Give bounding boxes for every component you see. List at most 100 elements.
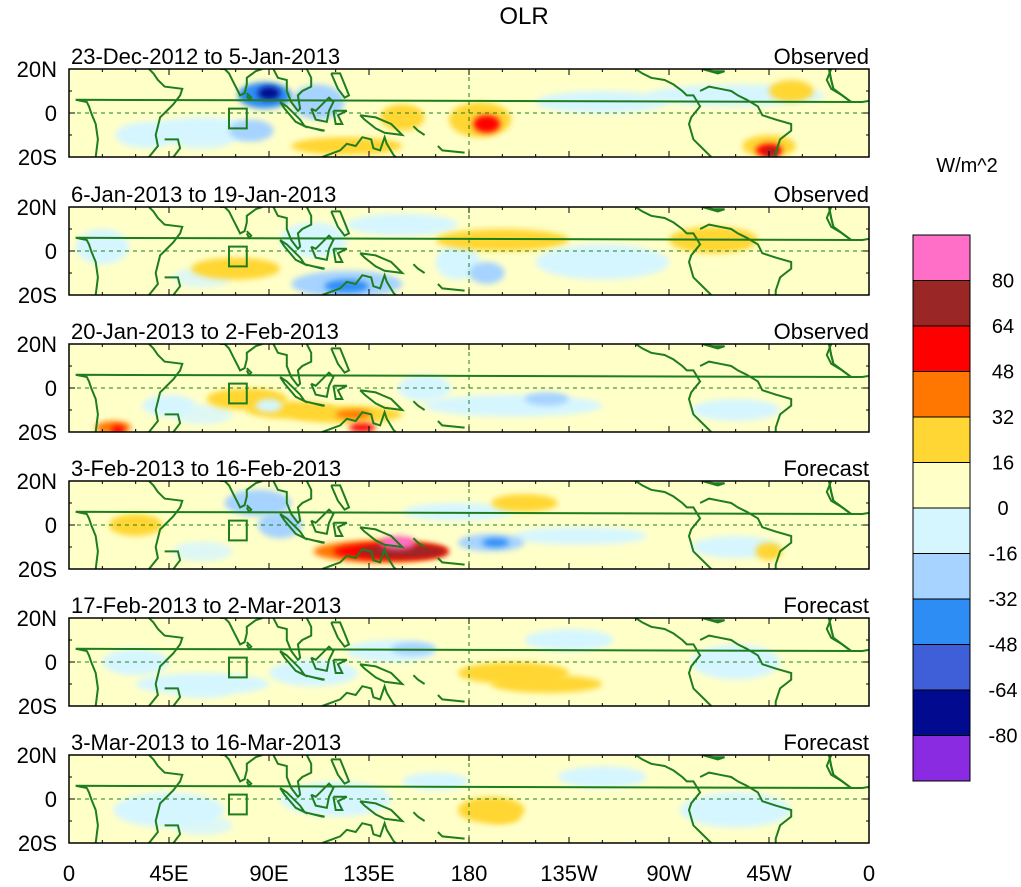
y-tick-label: 20S: [18, 557, 57, 582]
coastline: [699, 223, 793, 295]
coastline: [245, 641, 253, 651]
coastline: [164, 550, 182, 569]
anomaly-blob: [557, 766, 647, 788]
coastline: [412, 811, 426, 822]
coastline: [304, 537, 325, 544]
coastline: [359, 252, 406, 275]
anomaly-blob: [291, 137, 403, 155]
colorbar-label: -64: [989, 680, 1018, 702]
coastline: [635, 207, 712, 295]
coastline: [635, 69, 712, 157]
coastline: [245, 367, 253, 377]
coastline: [699, 634, 793, 706]
panel-kind: Forecast: [783, 593, 869, 618]
coastline: [828, 344, 869, 378]
coastline: [332, 658, 348, 674]
coastline: [412, 674, 426, 685]
anomaly-blob: [491, 675, 603, 693]
anomaly-blob: [111, 425, 125, 432]
colorbar-unit: W/m^2: [936, 155, 998, 177]
coastline: [412, 125, 426, 136]
coastlines: [75, 207, 869, 295]
coastline: [245, 230, 253, 240]
coastline: [321, 134, 397, 157]
x-tick-label: 135E: [343, 861, 394, 886]
panel-period: 6-Jan-2013 to 19-Jan-2013: [71, 182, 336, 207]
x-tick-label: 135W: [540, 861, 598, 886]
coastline: [272, 755, 313, 799]
coastlines: [75, 481, 869, 569]
y-tick-label: 20N: [17, 743, 57, 768]
coastline: [359, 800, 406, 823]
anomaly-blob: [75, 229, 129, 265]
coastline: [321, 546, 397, 569]
coastlines: [75, 755, 869, 843]
y-tick-label: 20S: [18, 145, 57, 170]
coastline: [310, 782, 335, 809]
coastline: [702, 618, 725, 624]
colorbar-swatch: [912, 689, 971, 736]
coastline: [828, 618, 869, 652]
anomaly-blob: [482, 538, 509, 547]
panel-2: 6-Jan-2013 to 19-Jan-2013 Observed 20N 0 20S: [17, 182, 870, 308]
coastline: [310, 96, 335, 123]
anomaly-blob: [535, 244, 669, 280]
x-tick-label: 90W: [646, 861, 691, 886]
panel-kind: Observed: [774, 319, 869, 344]
coastlines: [75, 69, 869, 157]
coastline: [635, 481, 712, 569]
coastline: [702, 755, 725, 761]
region-box: [228, 793, 248, 816]
anomaly-blob: [255, 399, 283, 413]
anomaly-blob: [524, 629, 614, 651]
anomaly-blob: [691, 399, 781, 421]
coastline: [310, 645, 335, 672]
region-box: [228, 107, 248, 130]
anomaly-blob: [349, 423, 376, 432]
coastline: [699, 497, 793, 569]
coastline: [359, 389, 406, 412]
y-tick-label: 20N: [17, 469, 57, 494]
anomaly-blob: [491, 494, 558, 512]
anomaly-blob: [380, 104, 425, 131]
coastline: [304, 674, 325, 681]
coastline: [330, 210, 351, 237]
coastline: [332, 384, 348, 400]
figure-title: OLR: [499, 3, 548, 30]
y-tick-label: 0: [45, 239, 57, 264]
panel-kind: Forecast: [783, 456, 869, 481]
panel-period: 17-Feb-2013 to 2-Mar-2013: [71, 593, 341, 618]
coastline: [304, 811, 325, 818]
panel-period: 3-Mar-2013 to 16-Mar-2013: [71, 730, 341, 755]
anomaly-blob: [473, 115, 501, 133]
y-tick-label: 0: [45, 376, 57, 401]
panel-5: 17-Feb-2013 to 2-Mar-2013 Forecast 20N 0 20S: [17, 593, 870, 719]
x-tick-label: 90E: [249, 861, 288, 886]
coastline: [321, 272, 397, 295]
coastline: [699, 360, 793, 432]
colorbar-swatch: [912, 644, 971, 691]
colorbar-swatch: [912, 598, 971, 645]
anomaly-blob: [113, 792, 225, 828]
coastline: [330, 621, 351, 648]
coastline: [828, 481, 869, 515]
coastline: [164, 413, 182, 432]
colorbar-label: -48: [989, 635, 1018, 657]
coastline: [164, 824, 182, 843]
y-tick-label: 20N: [17, 57, 57, 82]
coastline: [702, 207, 725, 213]
coastline: [359, 526, 406, 549]
coastline: [412, 400, 426, 411]
coastline: [437, 145, 465, 154]
coastline: [332, 795, 348, 811]
coastline: [702, 344, 725, 350]
colorbar-label: 0: [997, 498, 1008, 520]
y-tick-label: 0: [45, 513, 57, 538]
panel-stack: 23-Dec-2012 to 5-Jan-2013 Observed 20N 0 20S…: [17, 44, 870, 856]
coastline: [635, 755, 712, 843]
coastline: [220, 618, 263, 646]
coastlines: [75, 344, 869, 432]
anomaly-blob: [172, 541, 233, 562]
y-tick-label: 20N: [17, 195, 57, 220]
